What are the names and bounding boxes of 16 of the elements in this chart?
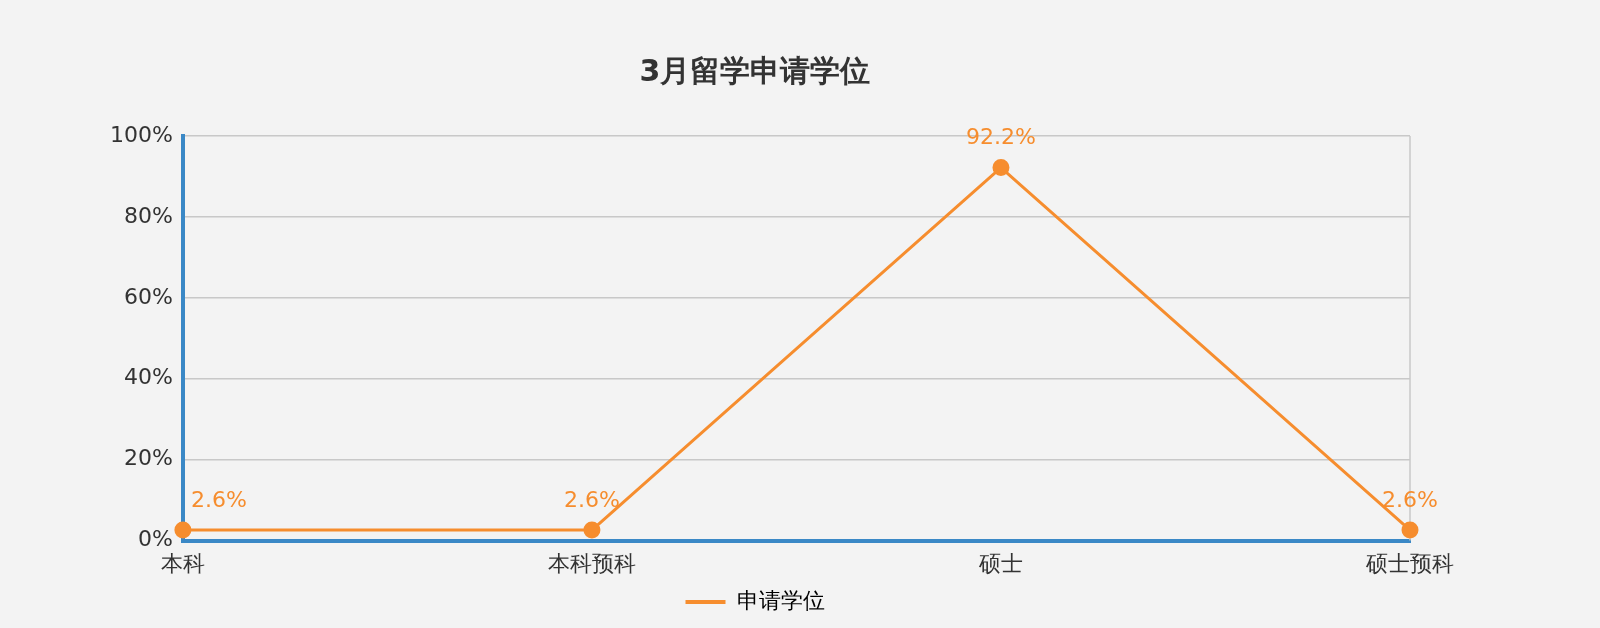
data-label: 2.6% [190,486,247,512]
y-tick-label: 60% [123,283,173,309]
chart-title: 3月留学申请学位 [639,52,871,88]
y-tick-label: 100% [109,121,173,147]
y-tick-label: 0% [137,526,173,552]
y-tick-label: 20% [123,445,173,471]
data-label: 92.2% [966,124,1036,150]
x-tick-label: 硕士 [977,550,1023,576]
data-label: 2.6% [563,486,620,512]
legend-label: 申请学位 [736,587,825,613]
y-tick-label: 80% [123,202,173,228]
x-tick-label: 本科预科 [547,550,636,576]
x-tick-label: 本科 [160,550,205,576]
x-tick-label: 硕士预科 [1365,550,1454,576]
y-tick-label: 40% [123,364,173,390]
data-label: 2.6% [1382,486,1438,512]
